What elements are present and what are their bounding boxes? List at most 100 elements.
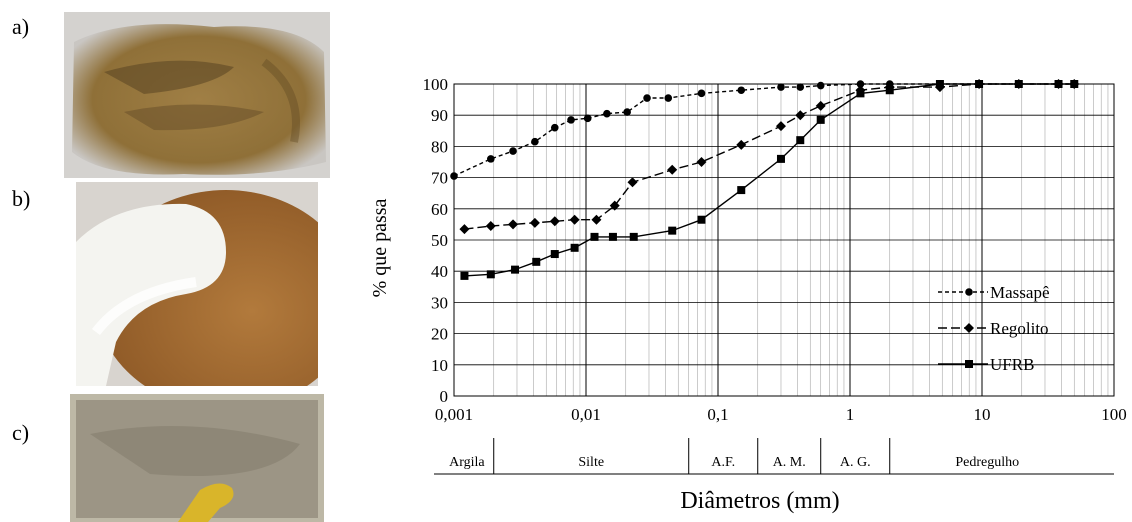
x-tick-label: 100	[1101, 405, 1127, 424]
series-line	[464, 83, 1075, 230]
x-tick-label: 0,1	[707, 405, 728, 424]
y-axis-label: % que passa	[369, 198, 391, 297]
photo-massape-soil	[64, 12, 330, 178]
x-tick-label: 1	[846, 405, 855, 424]
y-tick-label: 30	[431, 293, 448, 312]
x-tick-label: 0,001	[435, 405, 473, 424]
data-point-square	[550, 250, 559, 259]
data-point-diamond	[795, 110, 806, 121]
legend-label: UFRB	[990, 355, 1034, 374]
data-point-square	[697, 215, 706, 224]
data-point-diamond	[549, 216, 560, 227]
data-point-circle	[623, 108, 631, 116]
data-point-square	[570, 243, 579, 252]
minor-gridlines	[493, 84, 1109, 396]
data-point-square	[668, 226, 677, 235]
series-square	[460, 80, 1079, 280]
data-point-circle	[603, 109, 611, 118]
size-class-label: Argila	[449, 455, 485, 470]
photo-ufrb-soil	[70, 394, 324, 522]
y-tick-label: 40	[431, 262, 448, 281]
data-point-square	[1014, 80, 1023, 88]
panel-label-c: c)	[12, 420, 30, 445]
legend-label: Massapê	[990, 283, 1049, 302]
grain-size-chart: 0 10 20 30 40 50 60 70 80 90 100 0,001 0,01 0,1 1 10 10…	[369, 75, 1127, 514]
data-point-circle	[567, 116, 575, 124]
y-tick-label: 60	[431, 200, 448, 219]
data-point-diamond	[964, 323, 974, 333]
y-tick-label: 100	[423, 75, 449, 94]
data-point-square	[608, 232, 617, 241]
data-point-circle	[816, 81, 825, 90]
data-point-diamond	[775, 121, 786, 132]
panel-label-a: a)	[12, 14, 30, 39]
data-point-diamond	[627, 177, 638, 188]
data-point-square	[885, 86, 894, 95]
legend: Massapê Regolito UFRB	[938, 283, 1049, 374]
data-point-circle	[664, 94, 673, 102]
data-point-square	[460, 271, 469, 280]
series-line	[453, 83, 1075, 177]
data-point-diamond	[459, 224, 470, 235]
x-tick-label: 0,01	[571, 405, 601, 424]
data-point-circle	[643, 94, 651, 102]
data-point-circle	[531, 137, 539, 146]
data-point-circle	[796, 83, 805, 91]
data-point-square	[975, 80, 984, 88]
data-point-diamond	[667, 164, 678, 175]
legend-label: Regolito	[990, 319, 1049, 338]
data-point-square	[1054, 80, 1063, 88]
data-point-square	[486, 270, 495, 279]
data-point-diamond	[529, 217, 540, 228]
data-point-diamond	[815, 100, 826, 111]
data-point-diamond	[569, 214, 580, 225]
x-axis-label: Diâmetros (mm)	[680, 488, 839, 514]
data-point-square	[1070, 80, 1079, 88]
photo-a-graphic	[64, 12, 330, 178]
data-point-circle	[856, 80, 865, 88]
y-tick-label: 70	[431, 169, 448, 188]
size-class-label: A.F.	[711, 455, 735, 470]
x-tick-label: 10	[974, 405, 991, 424]
y-tick-label: 0	[440, 387, 449, 406]
series-circle	[450, 80, 1079, 180]
data-point-square	[532, 257, 541, 266]
data-point-square	[935, 80, 944, 88]
size-class-label: Pedregulho	[955, 455, 1019, 470]
y-tick-label: 80	[431, 137, 448, 156]
data-point-diamond	[696, 157, 707, 167]
size-class-label: A. G.	[840, 455, 871, 470]
y-tick-label: 10	[431, 356, 448, 375]
data-point-circle	[965, 288, 973, 296]
data-point-diamond	[609, 200, 620, 211]
data-point-square	[629, 232, 638, 241]
data-point-circle	[450, 172, 458, 180]
photo-b-graphic	[76, 182, 318, 386]
data-point-square	[816, 115, 825, 124]
data-point-square	[511, 265, 520, 274]
data-point-circle	[737, 86, 746, 95]
series-layer	[450, 79, 1080, 280]
data-point-square	[737, 186, 746, 195]
photo-regolito-soil	[76, 182, 318, 386]
data-point-circle	[697, 89, 706, 98]
data-point-diamond	[736, 139, 747, 150]
series-line	[464, 83, 1075, 277]
photo-c-graphic	[70, 394, 324, 522]
data-point-circle	[583, 114, 592, 123]
size-class-label: A. M.	[773, 455, 806, 470]
y-tick-label: 90	[431, 106, 448, 125]
size-class-label: Silte	[578, 455, 604, 470]
x-tick-labels: 0,001 0,01 0,1 1 10 100	[435, 405, 1127, 424]
data-point-square	[590, 232, 599, 241]
y-tick-label: 50	[431, 231, 448, 250]
data-point-square	[965, 360, 973, 368]
data-point-square	[796, 136, 805, 145]
y-tick-label: 20	[431, 325, 448, 344]
y-tick-labels: 0 10 20 30 40 50 60 70 80 90 100	[423, 75, 449, 406]
data-point-diamond	[508, 219, 519, 230]
data-point-circle	[550, 123, 559, 132]
size-class-scale: Argila Silte A.F. A. M. A. G. Pedregulho	[434, 438, 1114, 475]
data-point-diamond	[591, 214, 602, 225]
data-point-diamond	[485, 220, 496, 231]
